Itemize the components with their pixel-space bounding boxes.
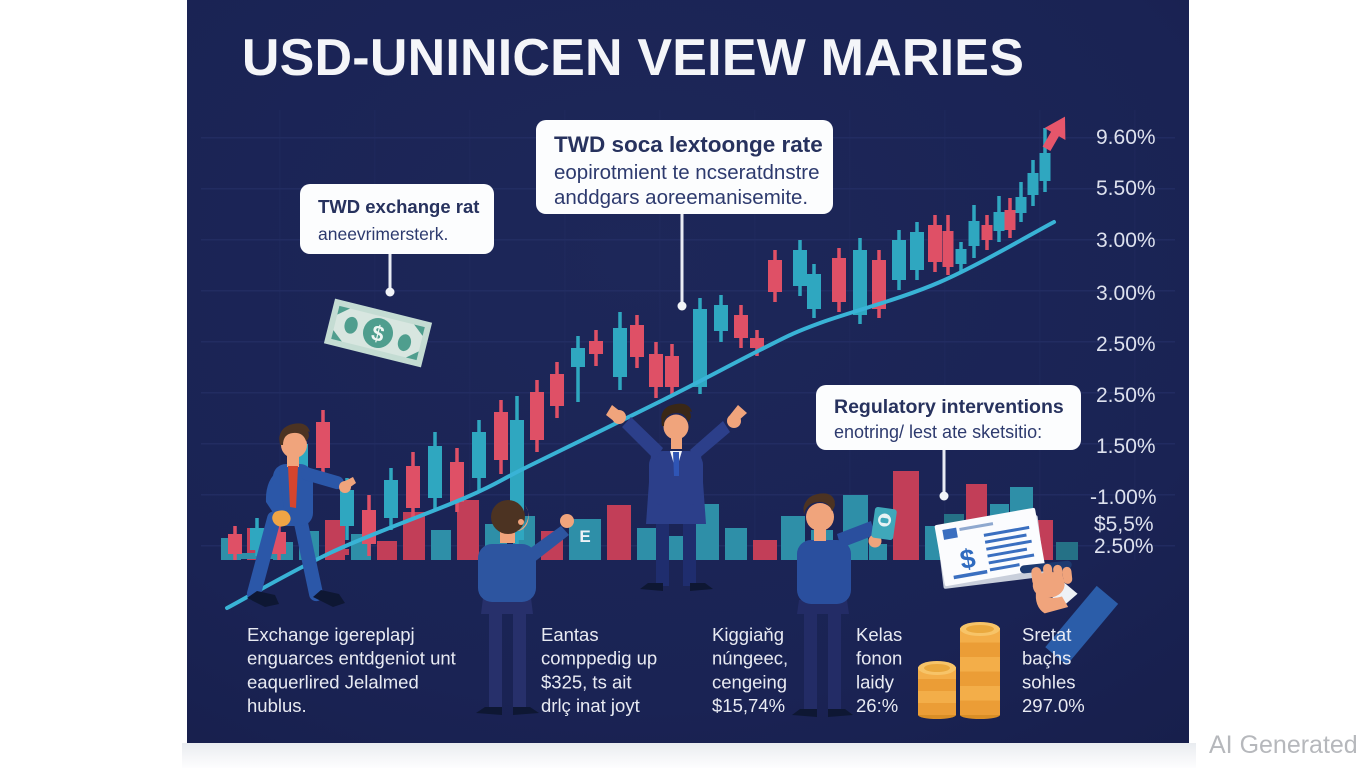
svg-text:5.50%: 5.50% <box>1096 177 1156 200</box>
svg-text:$325, ts ait: $325, ts ait <box>541 671 632 692</box>
svg-text:$: $ <box>958 543 978 575</box>
svg-text:USD-UNINICEN VEIEW MARIES: USD-UNINICEN VEIEW MARIES <box>242 29 1024 87</box>
svg-text:fonon: fonon <box>856 648 902 669</box>
svg-text:1.50%: 1.50% <box>1096 435 1156 458</box>
svg-text:TWD soca lextoonge rate: TWD soca lextoonge rate <box>554 132 823 157</box>
svg-text:TWD exchange rat: TWD exchange rat <box>318 196 479 217</box>
svg-text:Exchange igereplapj: Exchange igereplapj <box>247 624 415 645</box>
svg-text:Eantas: Eantas <box>541 624 599 645</box>
svg-text:baçhs: baçhs <box>1022 648 1071 669</box>
svg-text:297.0%: 297.0% <box>1022 695 1085 716</box>
svg-text:$5,5%: $5,5% <box>1094 513 1154 536</box>
svg-text:aneevrimersterk.: aneevrimersterk. <box>318 224 448 244</box>
svg-text:enotring/ lest ate sketsitio:: enotring/ lest ate sketsitio: <box>834 422 1042 442</box>
svg-text:-1.00%: -1.00% <box>1090 486 1157 509</box>
svg-text:eopirotmient te ncseratdnstre: eopirotmient te ncseratdnstre <box>554 161 820 184</box>
svg-text:núngeec,: núngeec, <box>712 648 788 669</box>
svg-text:Kiggiaňg: Kiggiaňg <box>712 624 784 645</box>
svg-text:Sretat: Sretat <box>1022 624 1071 645</box>
svg-text:2.50%: 2.50% <box>1094 535 1154 558</box>
svg-text:Regulatory interventions: Regulatory interventions <box>834 396 1064 418</box>
svg-text:$: $ <box>369 320 387 347</box>
svg-text:2.50%: 2.50% <box>1096 384 1156 407</box>
svg-text:comppedig up: comppedig up <box>541 648 657 669</box>
svg-text:3.00%: 3.00% <box>1096 229 1156 252</box>
svg-text:9.60%: 9.60% <box>1096 126 1156 149</box>
svg-text:drlç inat joyt: drlç inat joyt <box>541 695 640 716</box>
svg-text:sohles: sohles <box>1022 671 1075 692</box>
svg-text:$15,74%: $15,74% <box>712 695 785 716</box>
svg-text:cengeing: cengeing <box>712 671 787 692</box>
svg-text:enguarces entdgeniot unt: enguarces entdgeniot unt <box>247 648 456 669</box>
svg-text:E: E <box>579 527 590 546</box>
svg-text:hublus.: hublus. <box>247 695 307 716</box>
svg-text:3.00%: 3.00% <box>1096 282 1156 305</box>
svg-text:26:%: 26:% <box>856 695 898 716</box>
svg-text:Kelas: Kelas <box>856 624 902 645</box>
svg-text:anddgars aoreemanisemite.: anddgars aoreemanisemite. <box>554 186 808 209</box>
svg-text:laidy: laidy <box>856 671 895 692</box>
svg-text:eaquerlired Jelalmed: eaquerlired Jelalmed <box>247 671 419 692</box>
svg-text:2.50%: 2.50% <box>1096 333 1156 356</box>
